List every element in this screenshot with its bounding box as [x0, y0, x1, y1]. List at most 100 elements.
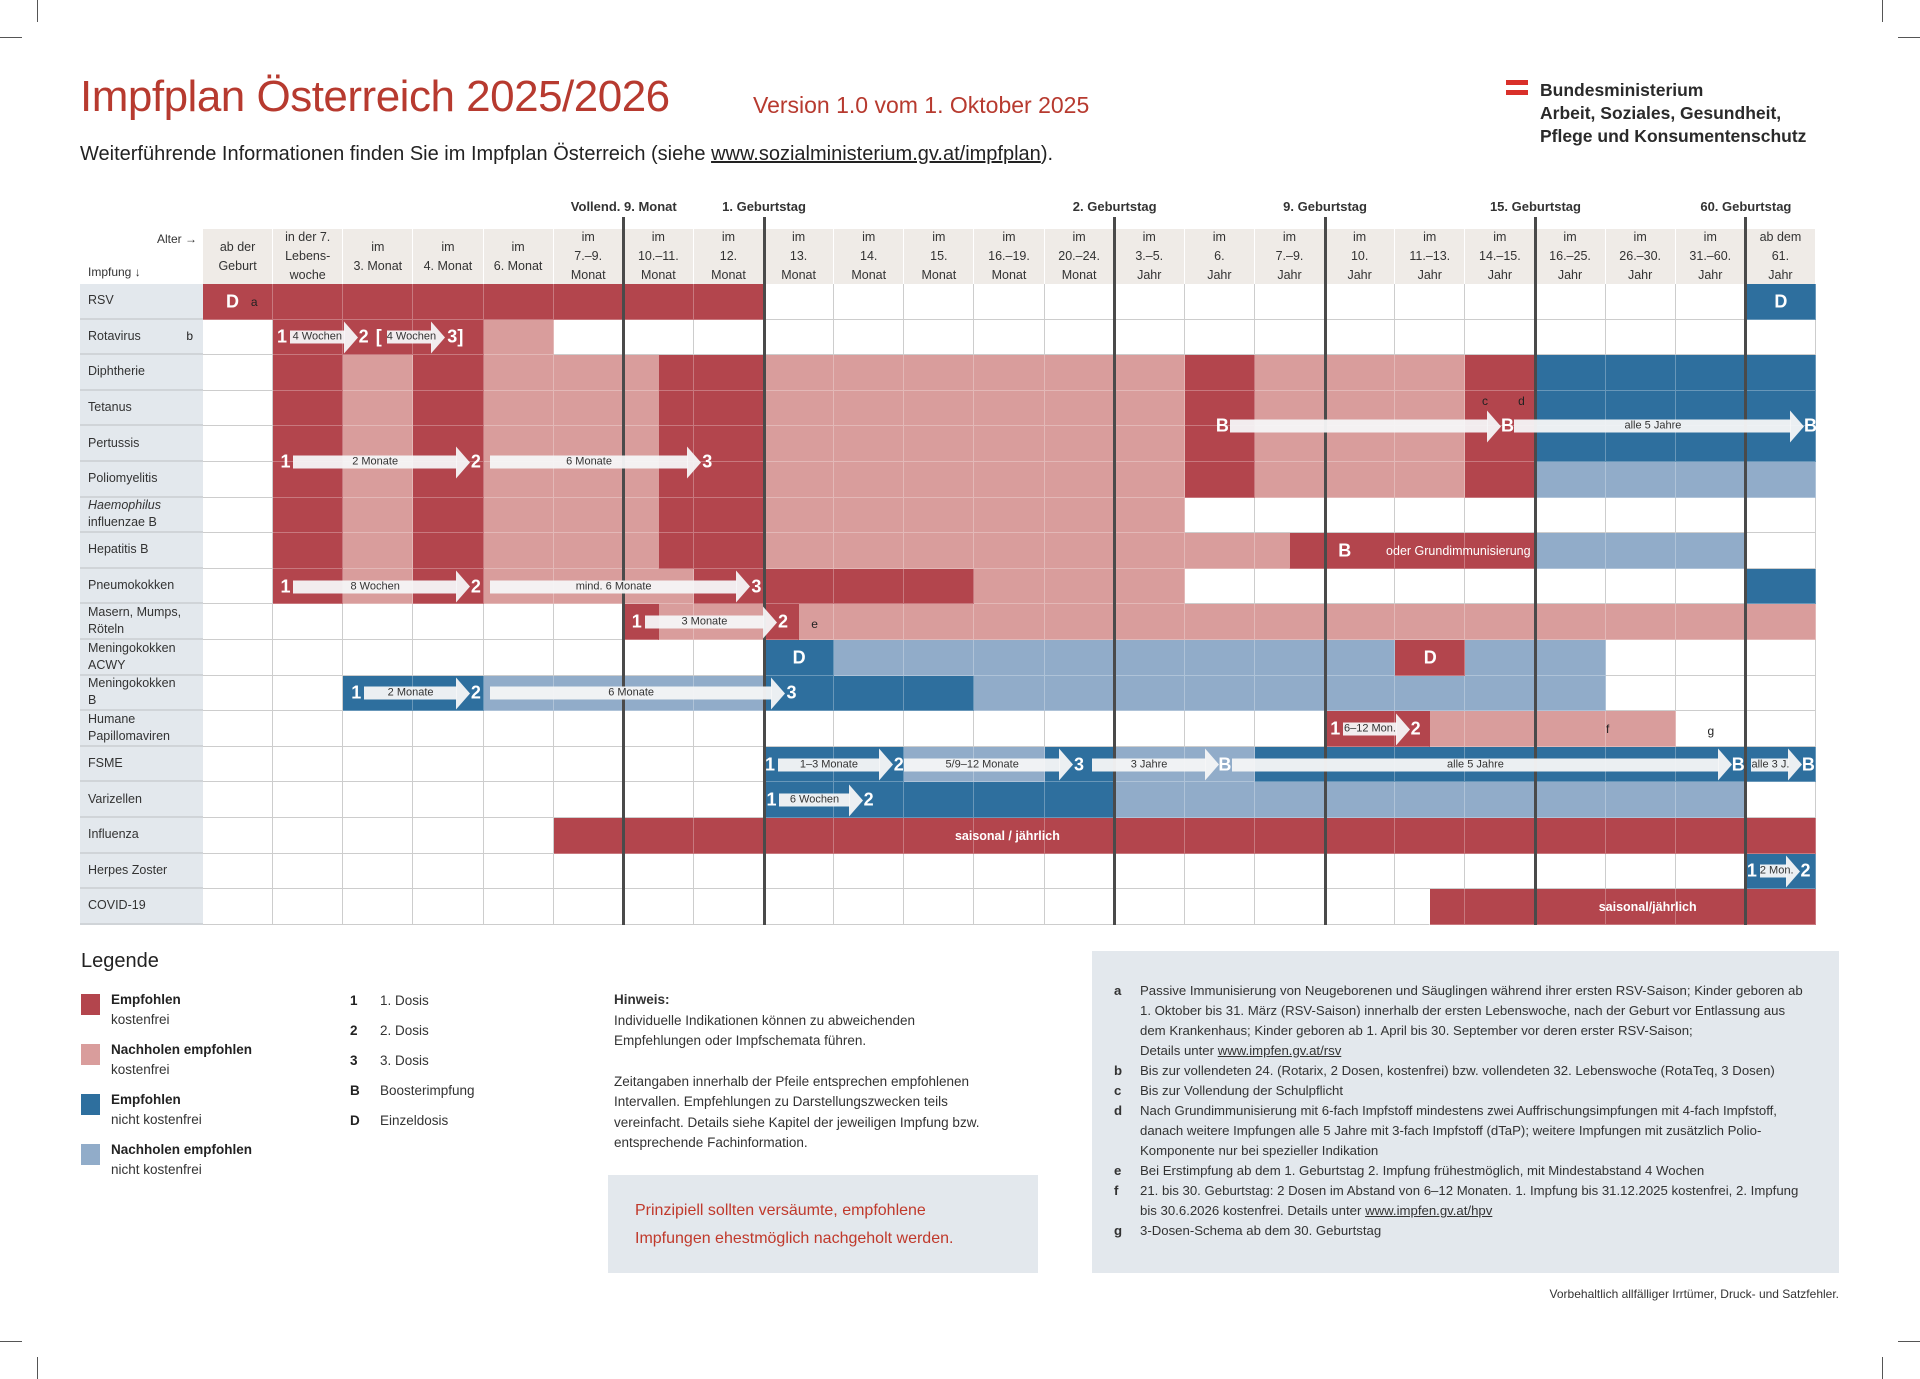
schedule-cell: [764, 711, 835, 747]
age-column-header: im 14. Monat: [834, 229, 905, 284]
age-column-header-line: 10.: [1350, 249, 1369, 263]
schedule-cell: [1745, 782, 1816, 818]
dose-mark-start: 1: [1330, 718, 1341, 739]
schedule-cell: [623, 818, 694, 854]
schedule-cell: [553, 497, 624, 534]
schedule-cell: [1184, 782, 1255, 818]
arrow-head-icon: [1058, 748, 1073, 781]
schedule-cell: [693, 711, 765, 747]
schedule-cell: [1254, 533, 1290, 569]
schedule-cell: [693, 640, 765, 676]
age-column-header: im 16.–25. Jahr: [1535, 229, 1606, 284]
arrow-head-icon: [878, 748, 893, 781]
schedule-cell: [764, 497, 835, 534]
schedule-cell: [1114, 462, 1185, 498]
age-column-header-line: 3. Monat: [353, 258, 403, 273]
age-column-header: ab der Geburt: [203, 229, 274, 284]
subtitle-text: Weiterführende Informationen finden Sie …: [80, 143, 712, 165]
milestone-label: Vollend. 9. Monat: [570, 199, 677, 214]
age-column-header-line: Jahr: [1207, 268, 1232, 282]
schedule-cell: [1395, 818, 1466, 854]
hinweis-title: Hinweis:: [614, 992, 670, 1007]
interval-label: mind. 6 Monate: [575, 580, 652, 593]
schedule-cell: [764, 889, 835, 925]
schedule-cell: [203, 319, 274, 356]
age-column-header: im 4. Monat: [413, 229, 484, 284]
schedule-cell: [1745, 284, 1816, 320]
schedule-cell: [483, 390, 554, 427]
schedule-cell: [203, 889, 274, 925]
age-column-header-line: Jahr: [1347, 268, 1372, 282]
age-column-header-line: 6.: [1214, 249, 1225, 263]
hinweis-paragraph: Zeitangaben innerhalb der Pfeile entspre…: [614, 1073, 980, 1151]
schedule-cell: [273, 746, 344, 783]
schedule-cell: [1184, 462, 1255, 498]
dose-mark-end: B: [1803, 415, 1817, 436]
schedule-cell: [904, 782, 975, 818]
schedule-cell: [1465, 818, 1536, 854]
dose-mark-end: 2: [470, 576, 481, 597]
schedule-cell: [1605, 675, 1676, 712]
schedule-cell: [623, 319, 694, 356]
age-column-header: im 10.–11. Monat: [623, 229, 694, 284]
footnote-key: g: [1114, 1223, 1123, 1238]
age-column-header: im 6. Monat: [483, 229, 554, 284]
schedule-cell: [658, 533, 694, 569]
footnotes-box: a Passive Immunisierung von Neugeborenen …: [1092, 951, 1839, 1273]
age-column-header-line: 13.: [789, 249, 808, 263]
schedule-cell: [764, 284, 835, 320]
dose-mark-end: 2: [470, 682, 481, 703]
schedule-cell: [1605, 462, 1676, 498]
age-column-header: im 10. Jahr: [1325, 229, 1396, 284]
schedule-cell: [1465, 284, 1536, 320]
schedule-cell: [203, 355, 274, 391]
vaccine-row-label: Haemophilus influenzae B: [80, 497, 203, 534]
dose-mark-start: 1: [276, 326, 287, 347]
age-column-header-line: Jahr: [1137, 268, 1162, 282]
schedule-cell: [1535, 818, 1606, 854]
dose-mark-end: 2: [1800, 860, 1811, 881]
legend-title: Empfohlen: [111, 992, 181, 1007]
schedule-cell: [413, 711, 484, 747]
age-column-header-line: im: [511, 239, 525, 254]
schedule-cell: [1044, 319, 1115, 356]
interval-arrow: alle 5 Jahre: [1231, 748, 1733, 781]
schedule-cell: [1044, 818, 1115, 854]
schedule-cell: [1044, 889, 1115, 925]
vaccine-name: FSME: [88, 756, 123, 771]
age-column-header-line: woche: [289, 268, 326, 282]
interval-label: 5/9–12 Monate: [945, 758, 1019, 771]
interval-arrow: 2 Monate: [293, 446, 470, 478]
schedule-cell: [1254, 640, 1326, 676]
schedule-cell: [1325, 818, 1396, 854]
age-column-header: im 14.–15. Jahr: [1465, 229, 1536, 284]
schedule-cell: [1430, 889, 1466, 925]
age-column-header-line: 61.: [1771, 249, 1790, 263]
footnote-link[interactable]: www.impfen.gv.at/rsv: [1217, 1043, 1342, 1058]
dose-mark-start: B: [1215, 415, 1229, 436]
age-column-header-line: im: [581, 230, 595, 244]
footnote-key: b: [1114, 1063, 1123, 1078]
footnote-key: d: [1114, 1103, 1123, 1118]
schedule-cell: [1605, 711, 1676, 747]
schedule-cell: [553, 604, 624, 640]
age-column-header-line: 11.–13.: [1409, 249, 1451, 263]
schedule-cell: [904, 604, 975, 640]
schedule-cell: [1395, 533, 1466, 569]
schedule-cell: [1605, 640, 1676, 676]
schedule-cell: [693, 284, 765, 320]
interval-arrow: alle 5 Jahre: [1514, 410, 1805, 443]
schedule-cell: [1535, 319, 1606, 356]
schedule-cell: [1465, 533, 1536, 569]
sozialministerium-link[interactable]: www.sozialministerium.gv.at/impfplan: [711, 143, 1041, 165]
schedule-cell: [553, 746, 624, 783]
dose-mark-end: B: [1801, 754, 1815, 775]
schedule-cell: [1114, 604, 1185, 640]
arrow-head-icon: [455, 570, 470, 603]
schedule-cell: [1114, 390, 1185, 427]
schedule-cell: [1675, 284, 1746, 320]
schedule-cell: [1745, 497, 1816, 534]
milestone-line: [1744, 217, 1748, 925]
schedule-cell: [1254, 497, 1326, 534]
footnote-link[interactable]: www.impfen.gv.at/hpv: [1365, 1203, 1493, 1218]
